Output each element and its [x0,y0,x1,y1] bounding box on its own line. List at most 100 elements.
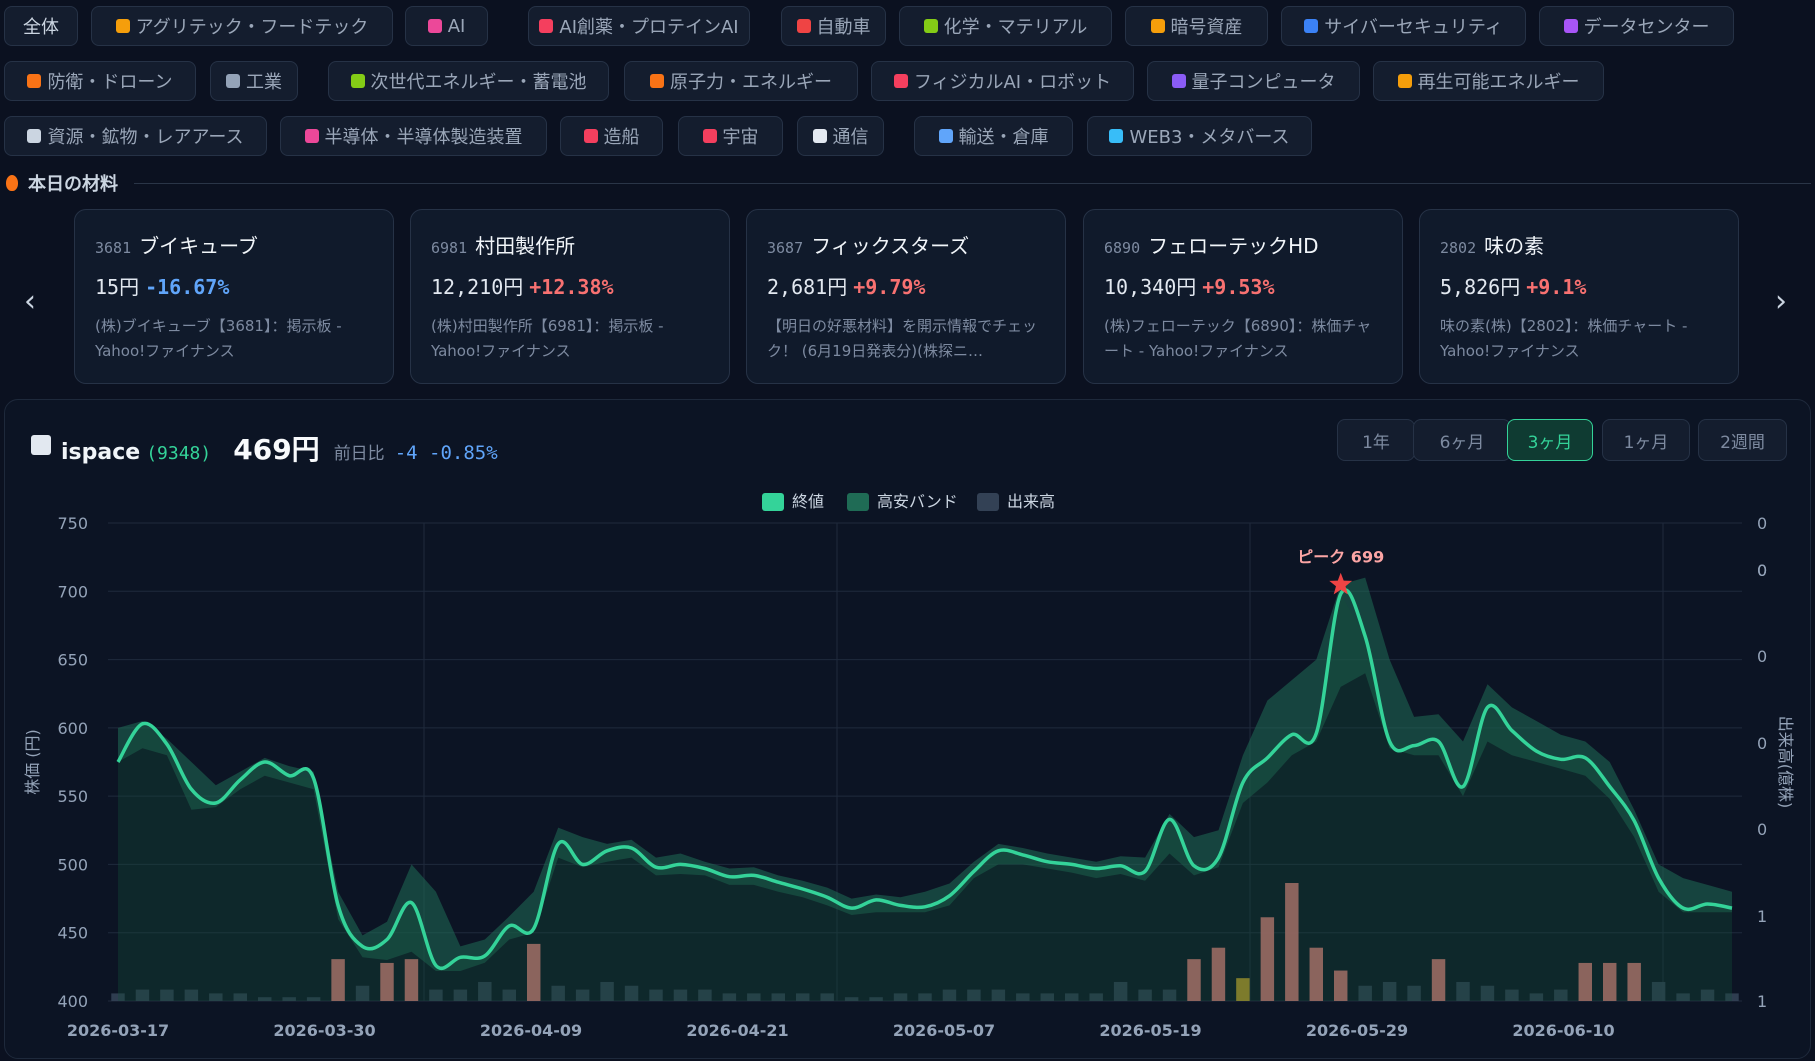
flame-icon [6,175,18,191]
volume-bar [453,989,468,1001]
y-tick-label: 650 [57,651,88,670]
volume-bar [1285,883,1299,1001]
prev-day-label: 前日比 [333,444,385,464]
volume-bar [1505,989,1519,1001]
category-chip[interactable]: アグリテック・フードテック [91,6,393,46]
category-chip[interactable]: 防衛・ドローン [4,61,196,101]
category-chip[interactable]: 通信 [797,116,884,156]
category-chip[interactable]: 自動車 [781,6,886,46]
range-button[interactable]: 1年 [1337,419,1415,461]
card-stock-code: 6890 [1104,239,1141,257]
category-chip[interactable]: AI創薬・プロテインAI [528,6,750,46]
category-chip[interactable]: 原子力・エネルギー [624,61,858,101]
battery-icon [350,74,365,88]
factory-icon [226,74,240,88]
chart-icon [31,435,51,455]
category-chip[interactable]: WEB3・メタバース [1087,116,1312,156]
volume-bar [649,989,663,1001]
range-button[interactable]: 3ヶ月 [1507,419,1593,461]
category-chip-label: フィジカルAI・ロボット [913,72,1112,93]
volume-bar [1382,981,1397,1001]
chip-icon [304,129,319,143]
volume-bar [771,993,785,1001]
range-button[interactable]: 2週間 [1698,419,1787,461]
category-chip-label: 再生可能エネルギー [1417,72,1580,93]
volume-bar [1627,962,1641,1001]
pill-icon [539,19,554,33]
volume-bar [1554,989,1568,1001]
category-chip[interactable]: 半導体・半導体製造装置 [280,116,547,156]
stock-change: -4 -0.85% [394,442,498,464]
x-tick-label: 2026-05-29 [1306,1021,1408,1040]
news-card[interactable]: 6890 フェローテックHD 10,340円 +9.53% (株)フェローテック【689… [1083,209,1403,384]
news-card[interactable]: 2802 味の素 5,826円 +9.1% 味の素(株)【2802】：株価チャート - … [1419,209,1739,384]
volume-bar [184,989,199,1001]
category-chip[interactable]: 量子コンピュータ [1147,61,1360,101]
band-area [118,577,1732,971]
y-tick-label: 550 [57,787,88,806]
x-tick-label: 2026-03-17 [67,1021,169,1040]
card-stock-name: フィックスターズ [811,234,970,258]
category-chip[interactable]: 宇宙 [678,116,783,156]
category-chip-label: アグリテック・フードテック [135,17,369,38]
news-card[interactable]: 6981 村田製作所 12,210円 +12.38% (株)村田製作所【6981】：掲示… [410,209,730,384]
category-chip-label: 工業 [246,72,282,93]
tank-icon [27,74,42,88]
category-chip[interactable]: 全体 [4,6,78,46]
server-icon [1563,19,1578,33]
volume-bar [111,993,125,1001]
card-price: 15円 [95,275,140,299]
section-divider [134,182,1811,184]
globe-icon [1109,129,1124,143]
volume-bar [1334,970,1348,1001]
volume-bar [1260,917,1275,1001]
range-button[interactable]: 6ヶ月 [1413,419,1511,461]
rocket-icon [702,129,717,143]
category-chip-label: 全体 [23,17,59,38]
volume-bar [135,989,150,1001]
volume-bar [869,997,883,1001]
category-chip[interactable]: 造船 [560,116,663,156]
x-tick-label: 2026-05-19 [1099,1021,1201,1040]
category-chip[interactable]: AI [405,6,488,46]
shield-icon [1304,19,1319,33]
volume-bar [1040,993,1054,1001]
category-chip-label: 暗号資産 [1170,17,1243,38]
volume-bar [1358,985,1372,1001]
volume-bar [306,997,321,1001]
x-tick-label: 2026-04-09 [480,1021,582,1040]
volume-bar [331,959,345,1001]
news-card[interactable]: 3687 フィックスターズ 2,681円 +9.79% 【明日の好悪材料】を開示情報でチ… [746,209,1066,384]
section-title: 本日の材料 [28,174,118,195]
y2-tick-label: 0 [1757,734,1767,753]
carousel-next-button[interactable]: › [1775,284,1787,319]
category-chip-label: AI創薬・プロテインAI [559,17,739,38]
legend-swatch [847,493,869,511]
category-chip[interactable]: 暗号資産 [1125,6,1268,46]
volume-bar [991,989,1006,1001]
volume-bar [1187,959,1201,1001]
range-button[interactable]: 1ヶ月 [1602,419,1690,461]
category-chip[interactable]: 資源・鉱物・レアアース [4,116,267,156]
category-chip[interactable]: 再生可能エネルギー [1373,61,1604,101]
category-chip[interactable]: 工業 [210,61,298,101]
carousel-prev-button[interactable]: ‹ [24,284,36,319]
volume-bar [1162,989,1177,1001]
category-chip[interactable]: 輸送・倉庫 [914,116,1073,156]
category-chip-label: 通信 [832,127,869,148]
category-chip[interactable]: 化学・マテリアル [899,6,1112,46]
y2-axis-label: 出来高(億株) [1776,716,1795,809]
category-chip[interactable]: データセンター [1539,6,1734,46]
y-tick-label: 400 [57,992,88,1011]
category-chip[interactable]: 次世代エネルギー・蓄電池 [328,61,609,101]
category-chip[interactable]: サイバーセキュリティ [1281,6,1526,46]
y-tick-label: 750 [57,514,88,533]
news-card[interactable]: 3681 ブイキューブ 15円 -16.67% (株)ブイキューブ【3681】：掲示板 … [74,209,394,384]
category-chip-label: WEB3・メタバース [1129,127,1290,148]
volume-bar [1651,981,1666,1001]
category-chip[interactable]: フィジカルAI・ロボット [871,61,1134,101]
category-chip-label: 原子力・エネルギー [670,72,832,93]
volume-bar [967,989,981,1001]
card-change: +9.1% [1526,275,1587,299]
